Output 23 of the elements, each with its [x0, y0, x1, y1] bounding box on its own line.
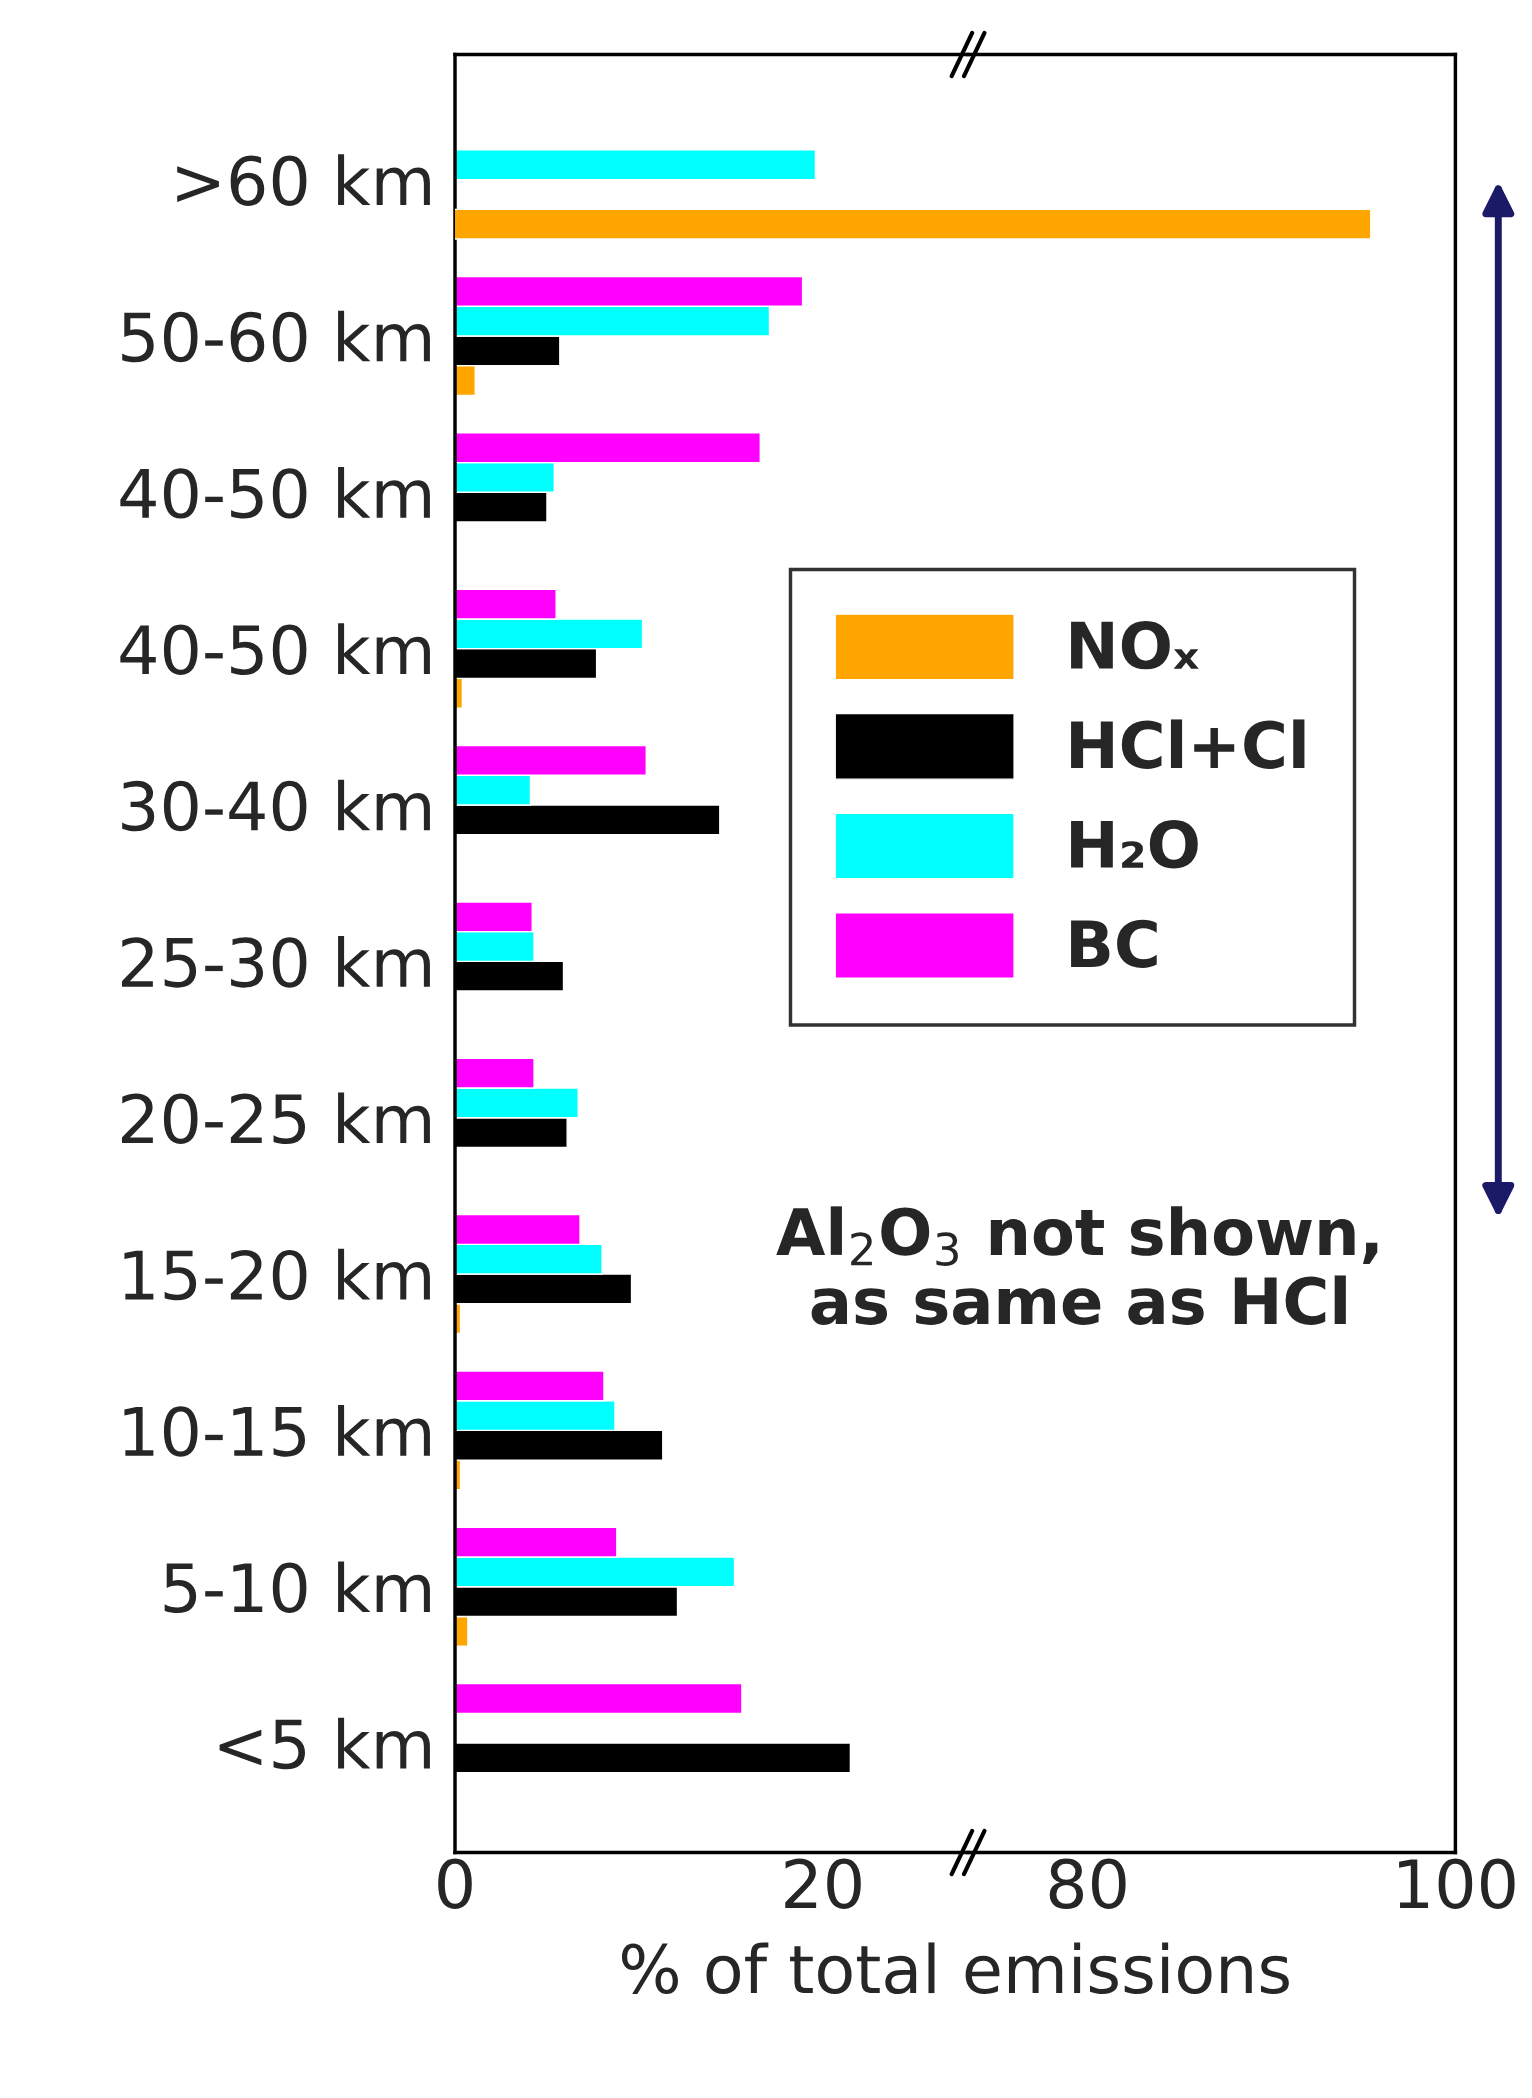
- legend-label: H₂O: [1071, 820, 1198, 869]
- legend-label: NOₓ: [1071, 621, 1199, 670]
- legend-label: HCl+Cl: [1071, 719, 1305, 769]
- y-tick-label: 10-15 km: [124, 1405, 430, 1457]
- x-tick-label: 100: [1399, 1858, 1515, 1909]
- y-tick-label: 20-25 km: [122, 1092, 430, 1144]
- y-tick-label: >60 km: [177, 154, 430, 206]
- x-tick-label: 0: [438, 1858, 472, 1909]
- x-tick-label: 20: [785, 1858, 861, 1909]
- legend-label: BC: [1071, 919, 1157, 968]
- y-tick-label: 40-50 km: [120, 623, 430, 675]
- y-tick-label: 25-30 km: [122, 936, 430, 988]
- annotation: Al$_{2}$O$_{3}$ not shown, as same as HCl: [776, 1206, 1378, 1325]
- bar: [455, 1682, 743, 1715]
- bar: [455, 149, 817, 181]
- y-tick-label: 50-60 km: [122, 310, 430, 363]
- y-tick-label: 40-50 km: [120, 466, 430, 519]
- y-tick-label: 30-40 km: [122, 779, 430, 832]
- y-tick-label: <5 km: [219, 1717, 430, 1770]
- x-axis-title: % of total emissions: [621, 1942, 1289, 1995]
- x-tick-label: 80: [1049, 1858, 1126, 1909]
- y-tick-label: 5-10 km: [164, 1561, 430, 1614]
- y-tick-label: 15-20 km: [124, 1248, 430, 1301]
